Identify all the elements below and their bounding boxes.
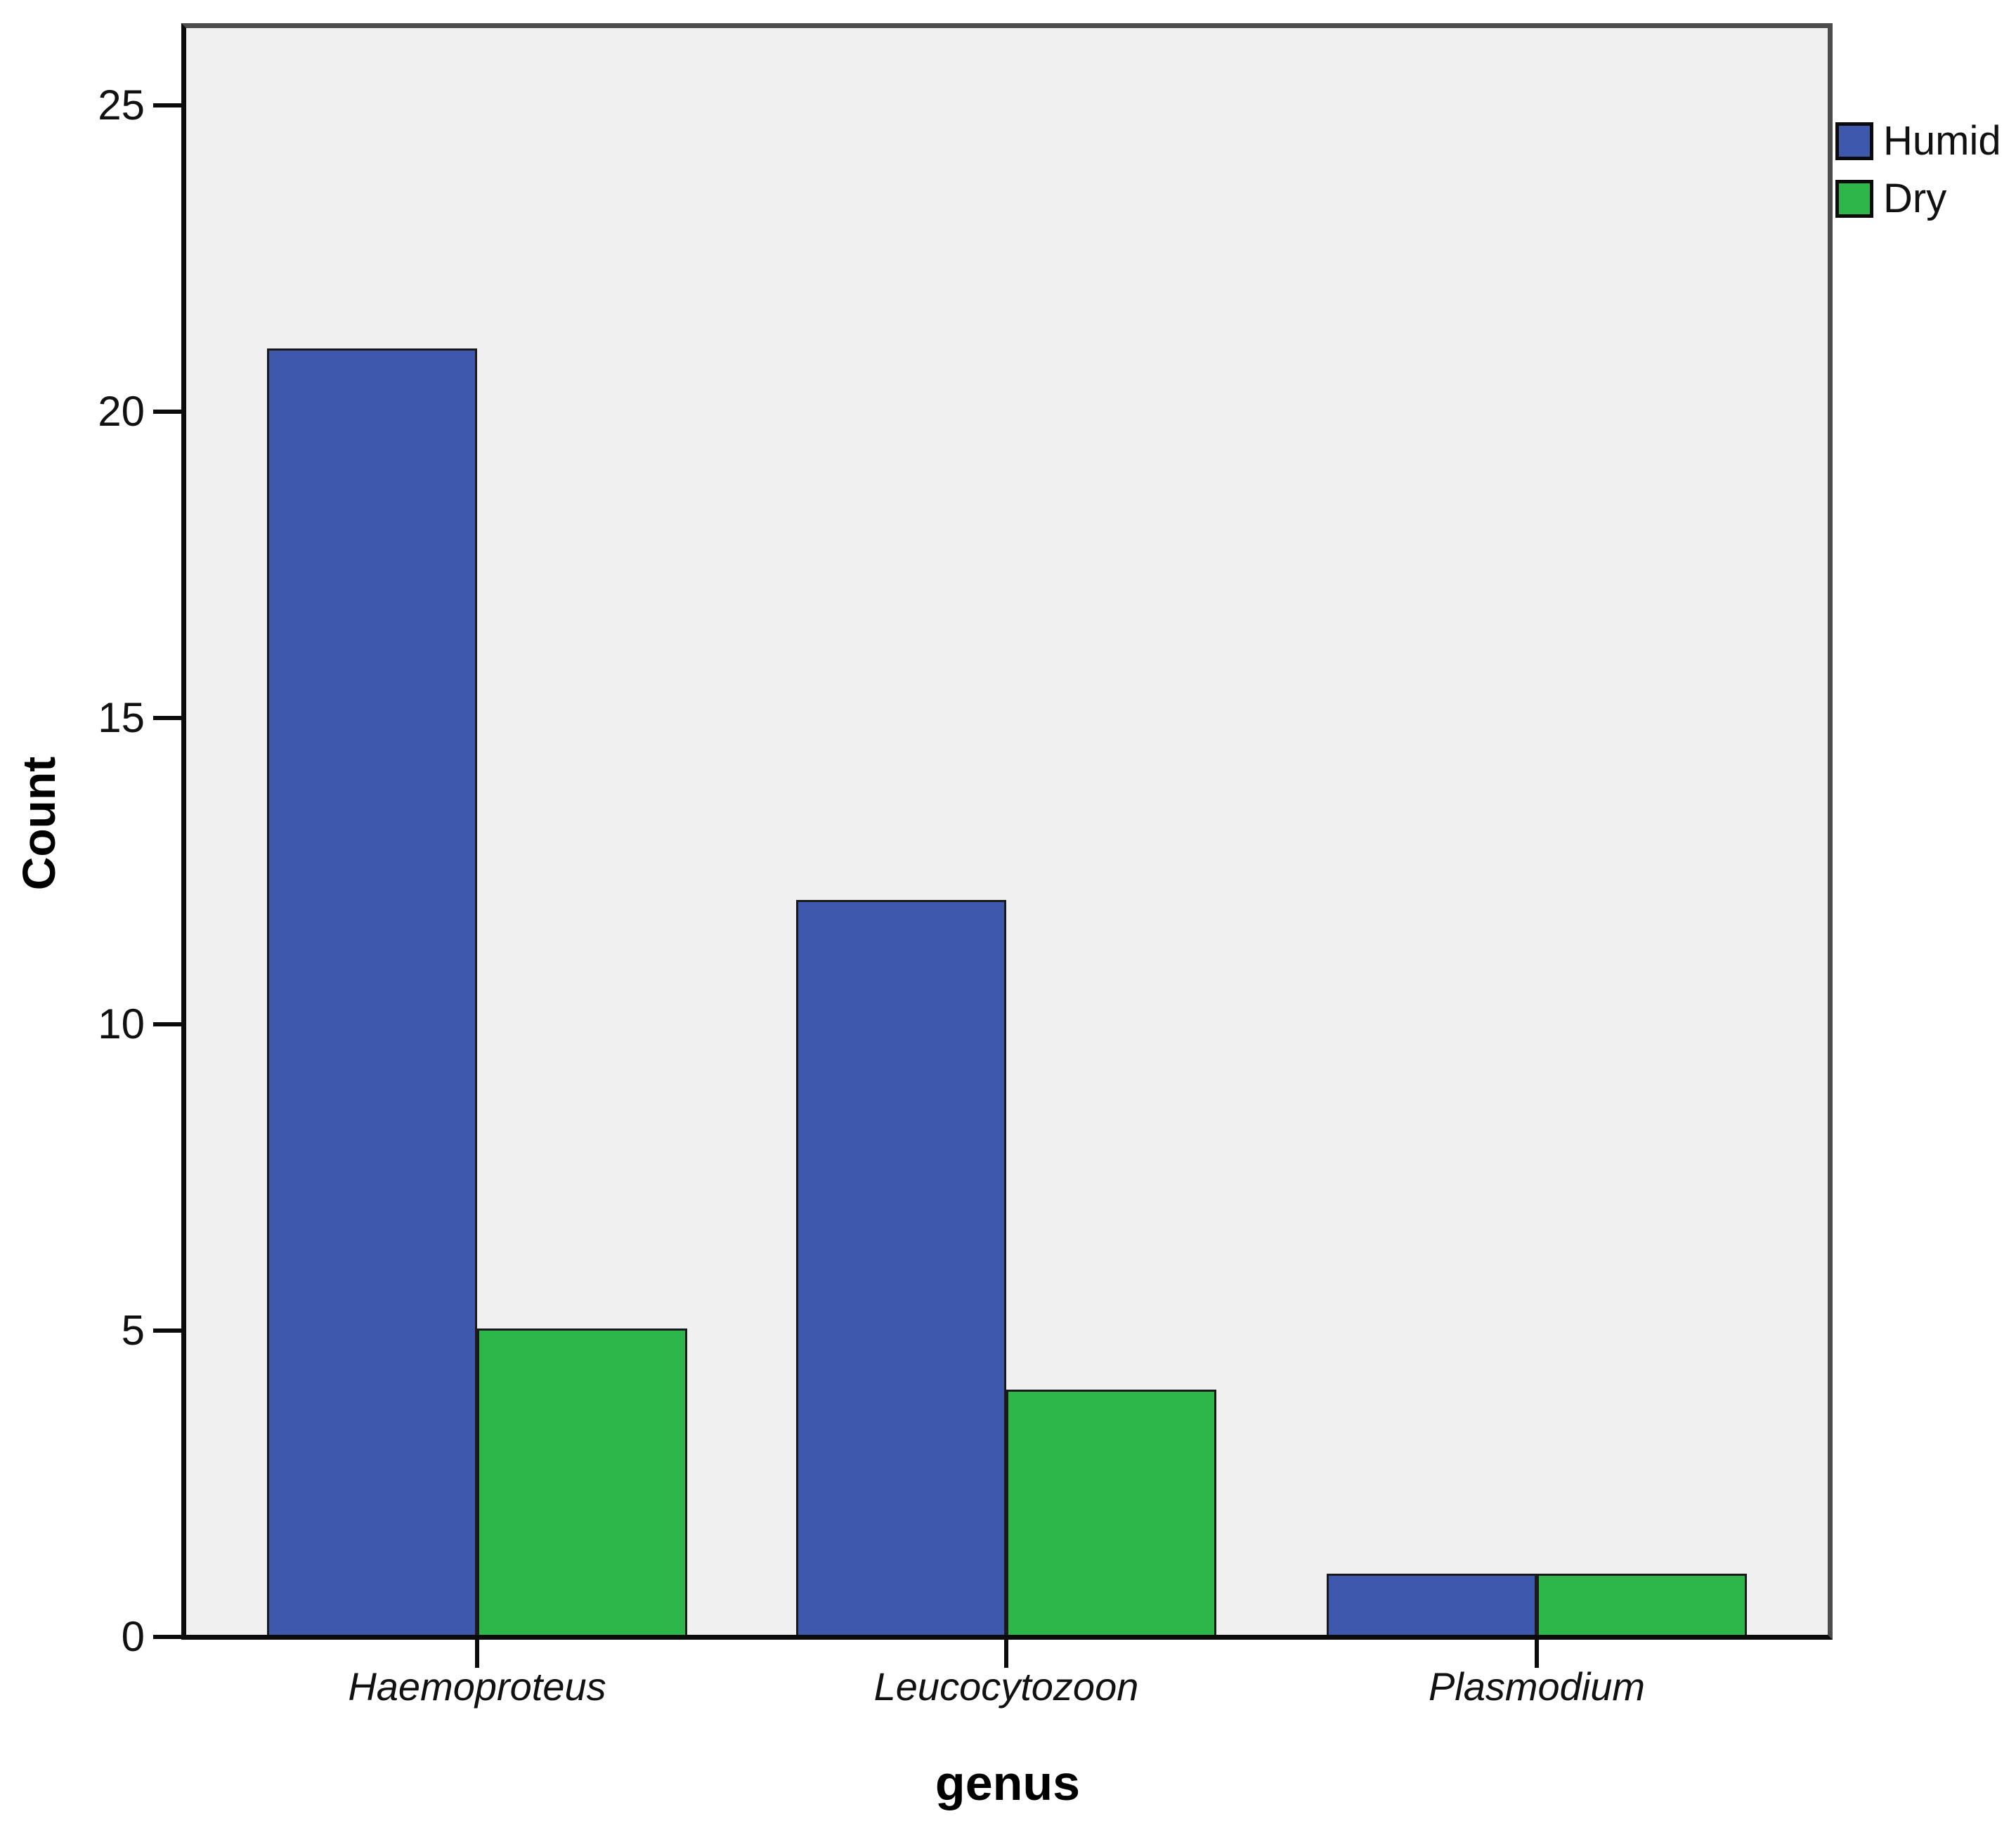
legend-item: Humid (1835, 121, 2001, 162)
y-tick-label: 10 (98, 1000, 145, 1047)
x-tick-label: Plasmodium (1428, 1664, 1646, 1709)
x-tick (1535, 1640, 1539, 1668)
y-tick-label: 15 (98, 694, 145, 741)
plot-area (181, 23, 1833, 1640)
legend: Humid Dry (1835, 121, 2001, 236)
legend-item: Dry (1835, 178, 2001, 219)
y-tick-label: 0 (121, 1613, 145, 1660)
y-axis-title: Count (13, 756, 65, 891)
y-tick (153, 1635, 181, 1639)
y-tick (153, 716, 181, 720)
x-tick (475, 1640, 479, 1668)
y-tick-label: 25 (98, 81, 145, 129)
legend-swatch-dry (1835, 180, 1873, 218)
bar-dry-haemoproteus (477, 1328, 687, 1635)
y-tick (153, 410, 181, 414)
bar-humid-haemoproteus (267, 348, 477, 1635)
legend-swatch-humid (1835, 122, 1873, 160)
bar-humid-plasmodium (1327, 1574, 1537, 1635)
y-tick (153, 1328, 181, 1333)
y-tick (153, 103, 181, 107)
y-tick (153, 1022, 181, 1026)
x-axis-title: genus (935, 1756, 1081, 1810)
legend-label: Humid (1883, 118, 2001, 164)
legend-label: Dry (1883, 176, 1947, 221)
x-tick-label: Haemoproteus (348, 1664, 606, 1709)
x-tick (1004, 1640, 1008, 1668)
bar-dry-leucocytozoon (1006, 1390, 1216, 1635)
bar-humid-leucocytozoon (796, 900, 1006, 1635)
y-tick-label: 20 (98, 388, 145, 435)
x-tick-label: Leucocytozoon (873, 1664, 1139, 1709)
y-tick-label: 5 (121, 1307, 145, 1354)
bar-dry-plasmodium (1537, 1574, 1747, 1635)
